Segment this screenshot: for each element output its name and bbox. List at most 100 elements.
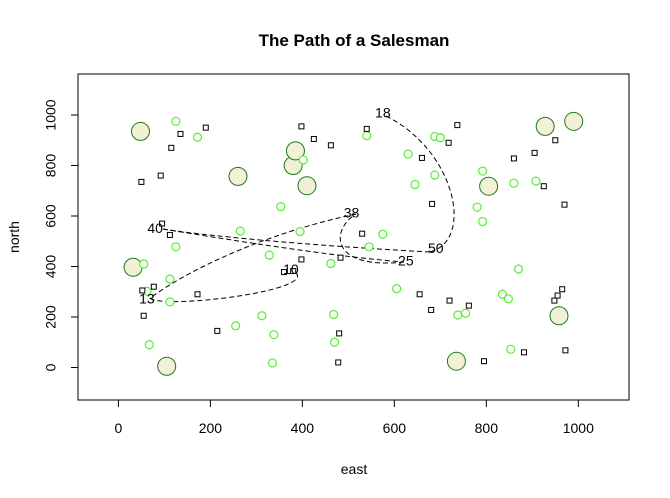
square-point: [510, 155, 517, 162]
small-city-point: [461, 308, 471, 318]
square-point: [214, 327, 221, 334]
y-tick-label: 200: [43, 305, 59, 329]
small-city-point: [472, 202, 482, 212]
small-city-point: [192, 132, 203, 142]
small-city-point: [403, 149, 413, 159]
square-point: [559, 286, 566, 293]
large-city-point: [123, 257, 143, 277]
x-tick-label: 400: [291, 420, 315, 436]
small-city-point: [453, 310, 463, 320]
large-city-point: [157, 356, 177, 376]
y-tick-label: 400: [43, 255, 59, 279]
small-city-point: [257, 311, 267, 321]
path-stop-label: 25: [398, 253, 414, 269]
small-city-point: [478, 166, 488, 176]
small-city-point: [326, 258, 336, 269]
large-city-point: [535, 116, 555, 136]
small-city-point: [276, 202, 286, 212]
small-city-point: [435, 133, 445, 143]
path-segment-40-25: [162, 228, 405, 263]
square-point: [168, 144, 175, 151]
y-axis-label: north: [6, 221, 22, 253]
small-city-point: [171, 242, 181, 252]
square-point: [138, 178, 145, 185]
small-city-point: [139, 259, 149, 269]
salesman-path: [149, 115, 455, 303]
large-city-point: [285, 141, 305, 161]
small-city-point: [378, 229, 388, 239]
square-point: [521, 349, 528, 356]
square-point: [554, 292, 561, 299]
square-point: [446, 297, 453, 304]
small-city-point: [478, 216, 488, 227]
small-city-point: [165, 274, 175, 284]
small-city-point: [410, 179, 420, 190]
square-point: [280, 269, 287, 276]
square-point: [481, 358, 488, 365]
marks: [123, 111, 584, 376]
square-point: [290, 268, 297, 275]
square-point: [202, 124, 209, 131]
y-tick-label: 800: [43, 154, 59, 178]
path-labels: 18 38 40 50 25 10 13: [139, 104, 444, 306]
square-point: [327, 142, 334, 149]
path-stop-label: 13: [139, 291, 155, 307]
small-city-point: [144, 340, 154, 350]
large-city-point: [479, 176, 499, 196]
large-city-point: [297, 176, 317, 196]
path-segment-25-38: [339, 213, 405, 264]
square-point: [416, 291, 423, 298]
x-tick-label: 0: [115, 420, 123, 436]
square-point: [157, 172, 164, 179]
path-segment-13-10: [149, 269, 298, 303]
small-city-point: [329, 309, 339, 320]
small-city-point: [298, 155, 308, 165]
path-stop-label: 10: [283, 261, 299, 277]
small-city-point: [269, 330, 279, 340]
square-point: [531, 149, 538, 156]
square-point: [336, 330, 343, 337]
square-point: [445, 139, 452, 146]
small-city-point: [503, 294, 513, 304]
x-axis-label: east: [341, 461, 368, 477]
path-segment-18-50: [385, 115, 455, 253]
small-city-point: [362, 131, 372, 141]
x-tick-label: 1000: [563, 420, 594, 436]
square-point: [561, 201, 568, 208]
chart-title: The Path of a Salesman: [259, 31, 450, 50]
square-point: [159, 220, 166, 227]
small-city-point: [231, 321, 241, 331]
square-point: [465, 302, 472, 309]
small-city-point: [329, 337, 340, 347]
x-tick-label: 200: [199, 420, 223, 436]
x-axis: 0 200 400 600 800 1000: [115, 399, 594, 436]
square-point: [363, 125, 370, 132]
small-city-point: [509, 178, 519, 188]
small-city-point: [171, 116, 181, 126]
path-stop-label: 50: [428, 240, 444, 256]
small-city-point: [364, 242, 374, 252]
large-city-point: [228, 166, 248, 186]
y-tick-label: 1000: [43, 99, 59, 130]
square-point: [194, 291, 201, 298]
y-axis: 0 200 400 600 800 1000: [43, 99, 79, 371]
path-stop-label: 38: [344, 205, 360, 221]
small-city-point: [506, 344, 516, 354]
square-point: [562, 347, 569, 354]
square-point: [551, 297, 558, 304]
small-city-point: [513, 264, 524, 274]
large-city-point: [549, 306, 569, 326]
square-point: [429, 200, 436, 207]
square-point: [150, 283, 157, 290]
square-point: [140, 312, 147, 319]
small-city-point: [267, 358, 278, 368]
path-stop-label: 40: [147, 220, 163, 236]
large-city-point: [130, 121, 150, 141]
small-city-point: [235, 226, 245, 236]
y-tick-label: 600: [43, 204, 59, 228]
path-stop-label: 18: [375, 104, 391, 120]
small-city-point: [295, 227, 305, 237]
square-point: [177, 130, 184, 137]
small-city-point: [430, 170, 440, 180]
